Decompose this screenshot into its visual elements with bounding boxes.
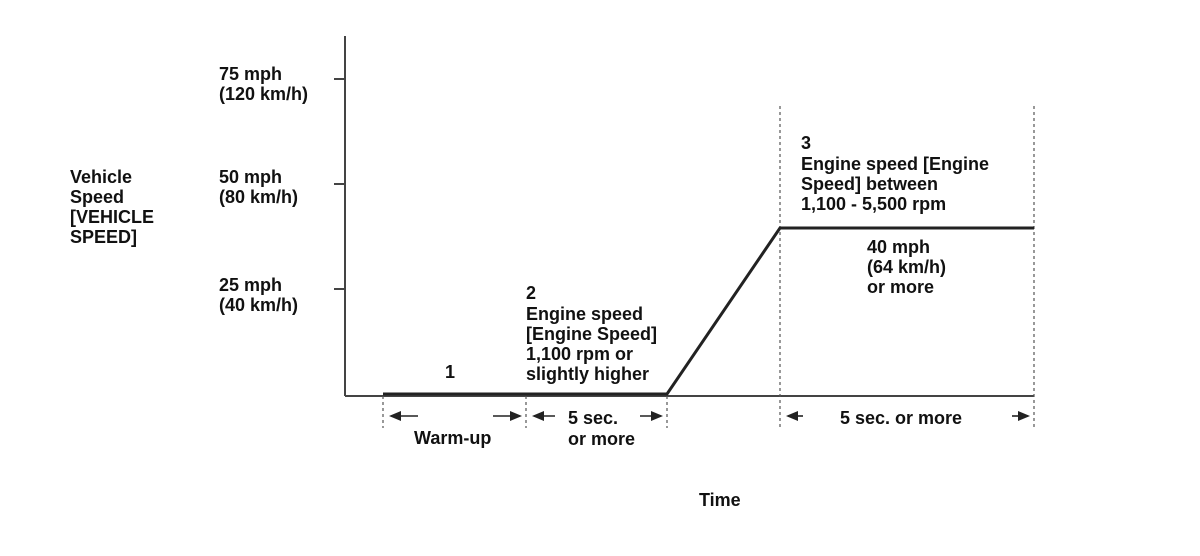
phase-label-line: [Engine Speed] xyxy=(526,324,657,344)
speed-target-label: 40 mph (64 km/h) or more xyxy=(867,237,951,297)
phase-label-line: 2 xyxy=(526,283,536,303)
phase-label-line: 1,100 rpm or xyxy=(526,344,633,364)
phase-2-label: 2 Engine speed [Engine Speed] 1,100 rpm … xyxy=(526,283,662,384)
hold2-duration-arrows xyxy=(786,411,1030,421)
tick-label-line: 50 mph xyxy=(219,167,282,187)
phase-label-line: Engine speed [Engine xyxy=(801,154,989,174)
hold1-duration-arrows xyxy=(532,411,663,421)
duration-line: 5 sec. xyxy=(568,408,618,428)
phase-label-line: slightly higher xyxy=(526,364,649,384)
y-axis-title-line: Speed xyxy=(70,187,124,207)
speed-target-line: (64 km/h) xyxy=(867,257,946,277)
y-axis-title-line: Vehicle xyxy=(70,167,132,187)
y-axis-title-line: [VEHICLE xyxy=(70,207,154,227)
speed-trace xyxy=(383,226,1034,396)
phase-3-label: 3 Engine speed [Engine Speed] between 1,… xyxy=(801,133,994,214)
tick-label-line: (80 km/h) xyxy=(219,187,298,207)
tick-label-line: 75 mph xyxy=(219,64,282,84)
warmup-duration-arrows xyxy=(389,411,522,421)
y-tick-label-50: 50 mph (80 km/h) xyxy=(219,167,298,207)
y-tick-label-25: 25 mph (40 km/h) xyxy=(219,275,298,315)
phase-label-line: Engine speed xyxy=(526,304,643,324)
phase-label-line: 3 xyxy=(801,133,811,153)
hold1-label: 5 sec. or more xyxy=(568,408,635,449)
y-axis-title-line: SPEED] xyxy=(70,227,137,247)
tick-label-line: 25 mph xyxy=(219,275,282,295)
y-axis-title: Vehicle Speed [VEHICLE SPEED] xyxy=(70,167,159,247)
x-axis-title: Time xyxy=(699,490,741,510)
hold2-label: 5 sec. or more xyxy=(840,408,962,428)
tick-label-line: (40 km/h) xyxy=(219,295,298,315)
y-tick-label-75: 75 mph (120 km/h) xyxy=(219,64,308,104)
phase-label-line: 1,100 - 5,500 rpm xyxy=(801,194,946,214)
phase-1-number: 1 xyxy=(445,362,455,382)
duration-line: or more xyxy=(568,429,635,449)
speed-target-line: 40 mph xyxy=(867,237,930,257)
warmup-label: Warm-up xyxy=(414,428,491,448)
phase-label-line: Speed] between xyxy=(801,174,938,194)
tick-label-line: (120 km/h) xyxy=(219,84,308,104)
speed-target-line: or more xyxy=(867,277,934,297)
